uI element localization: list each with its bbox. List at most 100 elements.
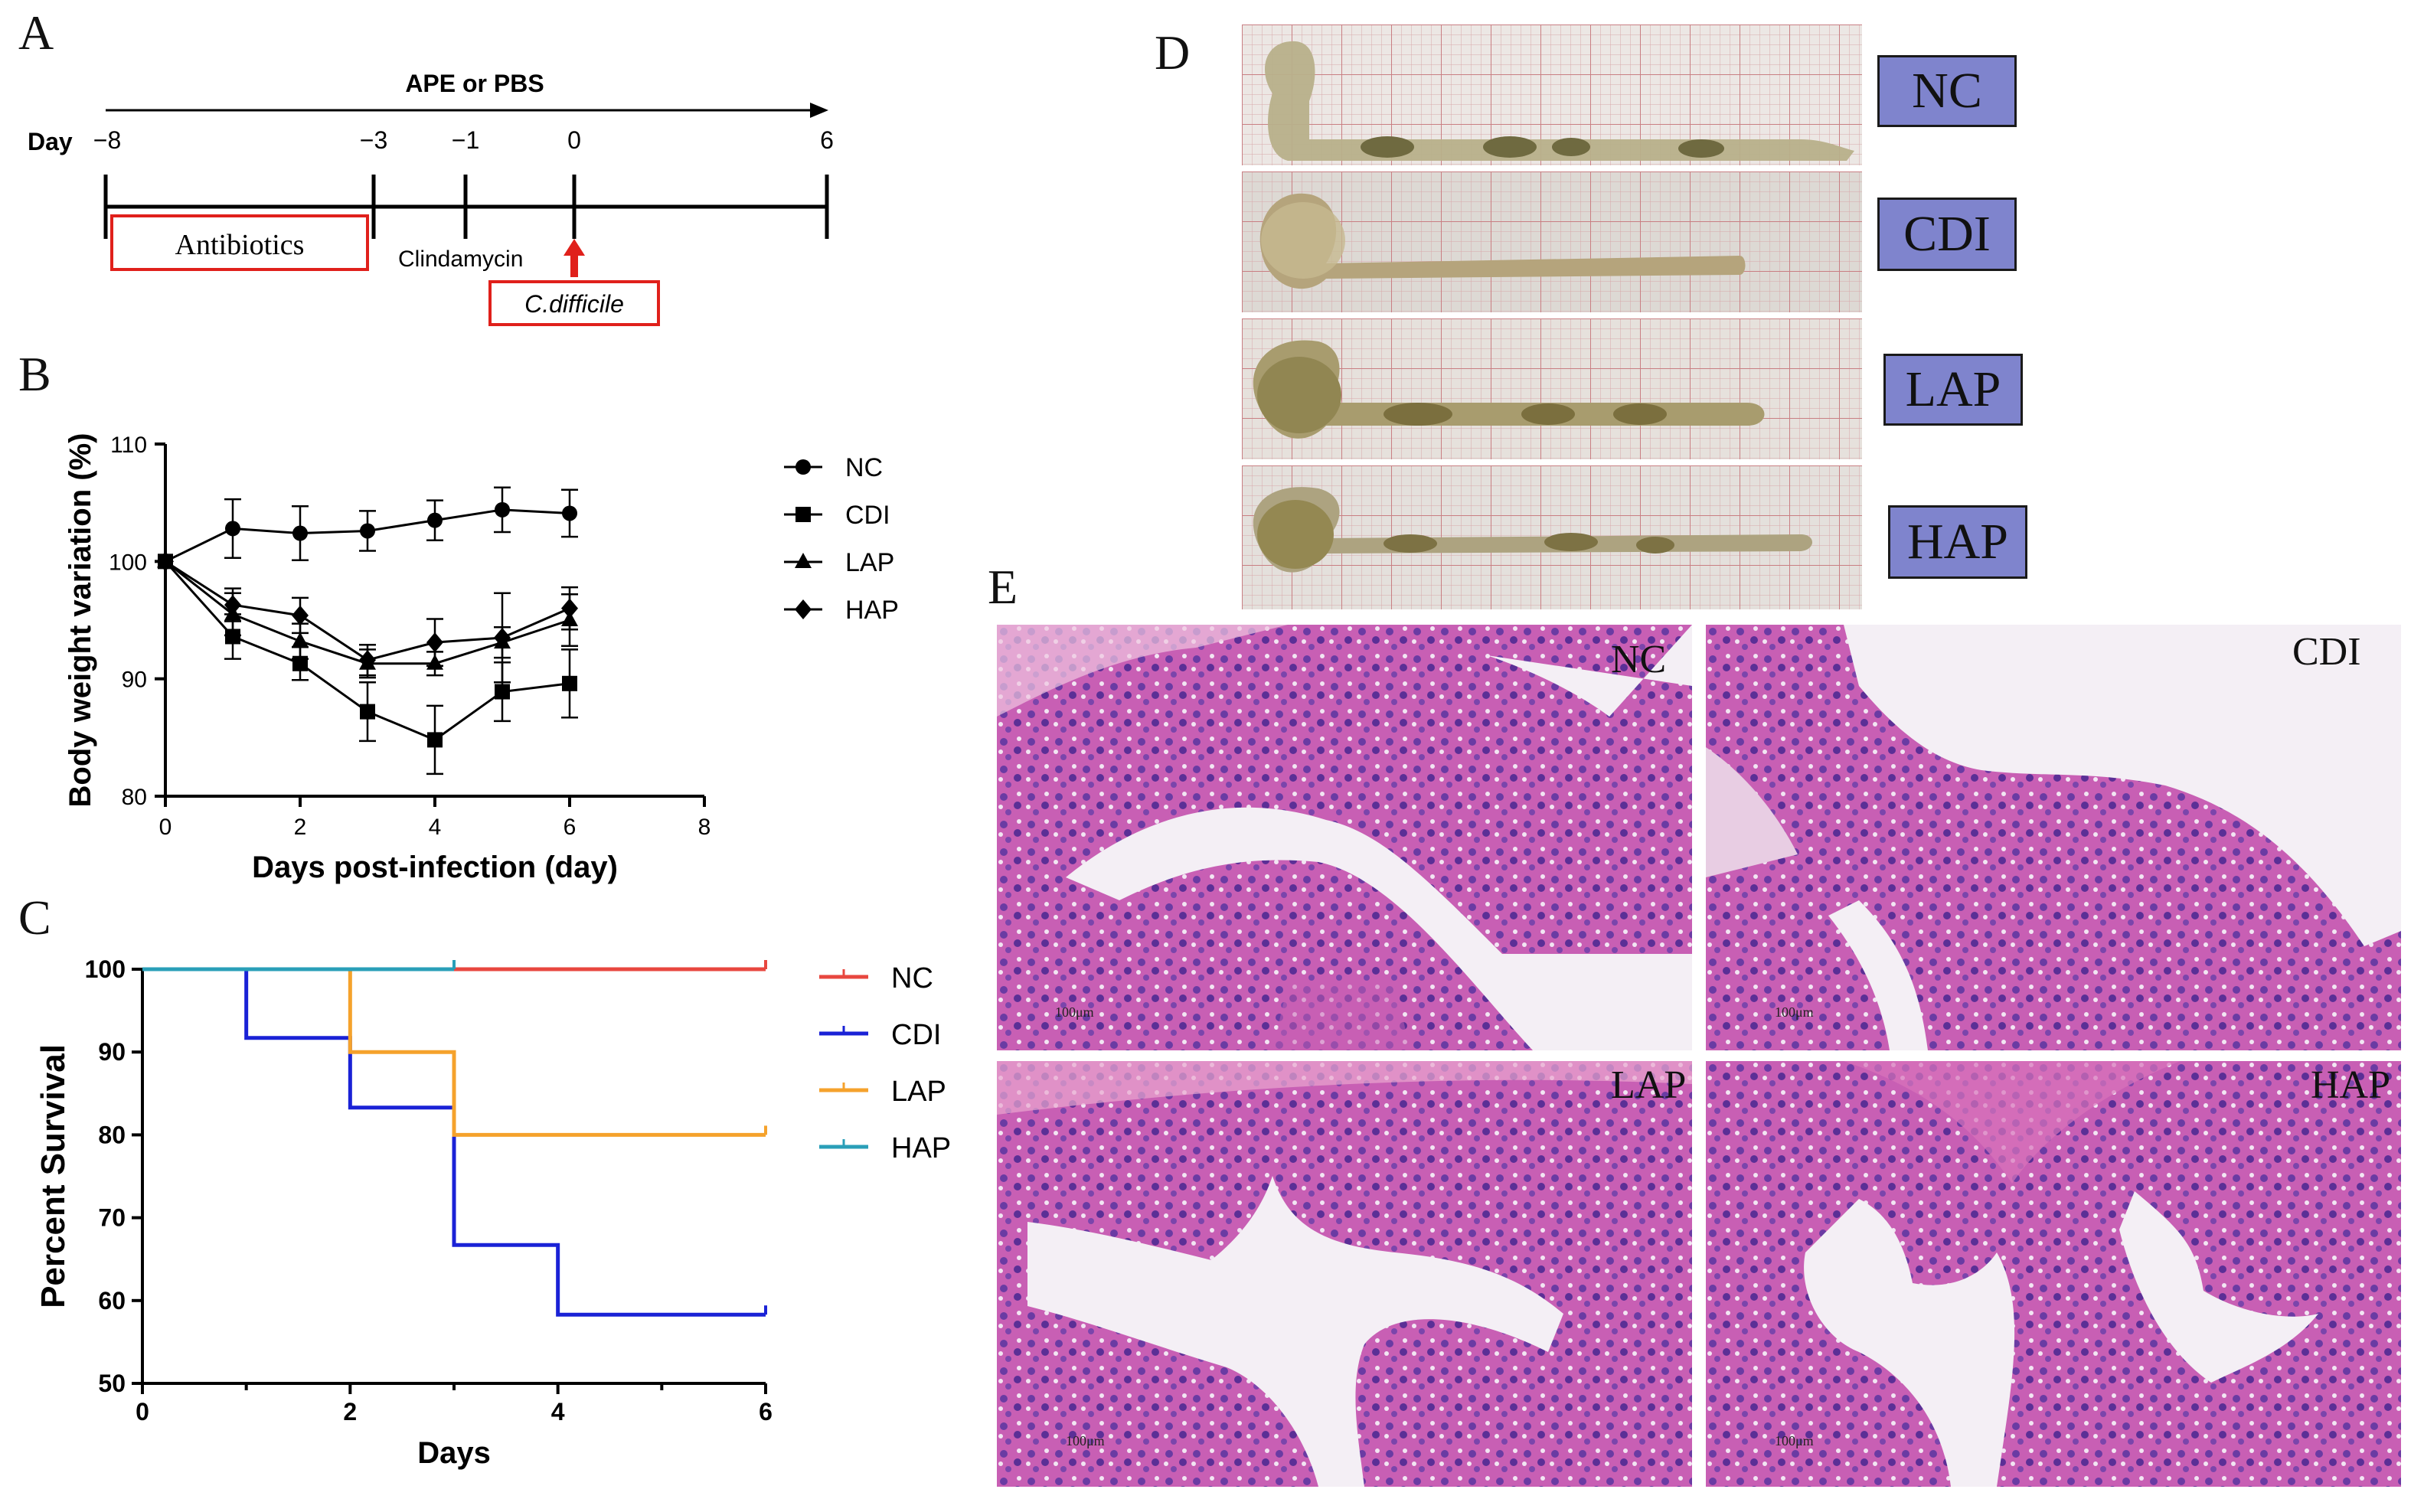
data-point xyxy=(292,605,309,625)
legend-marker xyxy=(795,459,811,475)
series-hap xyxy=(157,551,578,684)
data-point xyxy=(360,523,375,539)
group-label-nc: NC xyxy=(1877,55,2017,127)
legend-item: LAP xyxy=(819,1076,946,1108)
data-point xyxy=(562,505,577,521)
panel-b-letter: B xyxy=(18,347,51,401)
legend-label: CDI xyxy=(891,1019,941,1051)
scale-bar-cdi: 100μm xyxy=(1775,1004,1814,1020)
timeline-top-label: APE or PBS xyxy=(405,70,544,97)
legend-item: HAP xyxy=(784,596,899,625)
legend-label: HAP xyxy=(845,596,899,625)
y-tick-label: 70 xyxy=(98,1204,126,1232)
y-tick-label: 90 xyxy=(122,668,147,693)
series-lap xyxy=(142,967,767,1137)
x-tick-label: 4 xyxy=(429,815,442,840)
colon-photo-lap xyxy=(1242,318,1862,459)
panel-a-timeline: APE or PBS Day −8 −3 −1 0 6 Antibiotics … xyxy=(28,70,834,326)
x-tick-label: 0 xyxy=(136,1398,149,1425)
scale-bar-lap: 100μm xyxy=(1066,1433,1105,1448)
data-point xyxy=(494,628,511,648)
y-tick-label: 80 xyxy=(122,785,147,810)
timeline-arrowhead xyxy=(810,103,828,118)
data-point xyxy=(292,525,308,541)
scale-bar-nc: 100μm xyxy=(1055,1004,1094,1020)
data-point xyxy=(225,629,240,645)
timeline-tick-label: −8 xyxy=(93,126,121,154)
survival-chart: 50 60 70 80 90 100 0 2 4 6 Days Percent Survival NC C… xyxy=(34,955,951,1470)
histology-label-cdi: CDI xyxy=(2292,630,2361,674)
x-axis-label: Days post-infection (day) xyxy=(252,851,618,884)
panel-c-letter: C xyxy=(18,890,51,945)
x-tick-label: 6 xyxy=(759,1398,773,1425)
legend-item: LAP xyxy=(784,548,894,577)
legend-label: CDI xyxy=(845,501,890,530)
y-tick-label: 50 xyxy=(98,1370,126,1397)
x-tick-label: 4 xyxy=(551,1398,565,1425)
data-point xyxy=(224,595,241,616)
y-tick-label: 60 xyxy=(98,1287,126,1314)
survival-step-line xyxy=(142,967,766,1137)
data-point xyxy=(561,598,578,619)
legend-marker xyxy=(795,553,812,568)
data-point xyxy=(495,501,510,518)
legend-item: NC xyxy=(784,453,883,482)
timeline-tick-label: 6 xyxy=(820,126,834,154)
cdifficile-box xyxy=(488,280,660,326)
infection-arrow-icon xyxy=(564,239,585,277)
timeline-tick-label: −3 xyxy=(360,126,387,154)
data-point xyxy=(359,650,376,671)
legend-item: CDI xyxy=(784,501,890,530)
x-tick-label: 2 xyxy=(294,815,307,840)
legend-item: CDI xyxy=(819,1019,941,1051)
antibiotics-label: Antibiotics xyxy=(175,229,305,261)
legend-label: NC xyxy=(891,962,933,994)
survival-step-line xyxy=(142,967,766,1317)
y-tick-label: 100 xyxy=(109,550,147,575)
x-axis-label: Days xyxy=(417,1436,491,1470)
x-tick-label: 8 xyxy=(698,815,711,840)
y-tick-label: 110 xyxy=(110,433,147,458)
legend-label: LAP xyxy=(845,548,894,577)
legend-item: HAP xyxy=(819,1132,951,1164)
y-axis-label: Body weight variation (%) xyxy=(64,433,97,808)
series-cdi xyxy=(142,967,767,1317)
timeline-tick-label: 0 xyxy=(567,126,581,154)
y-axis-label: Percent Survival xyxy=(34,1044,72,1308)
data-point xyxy=(495,684,510,700)
legend-item: NC xyxy=(819,962,933,994)
histology-image-lap xyxy=(997,1061,1692,1487)
histology-label-nc: NC xyxy=(1611,638,1667,681)
data-point xyxy=(292,632,309,648)
histology-label-hap: HAP xyxy=(2311,1063,2391,1107)
legend-label: LAP xyxy=(891,1076,946,1108)
body-weight-chart: 80 90 100 110 0 2 4 6 8 Days post-infection (day)… xyxy=(64,433,899,884)
colon-photo-hap xyxy=(1242,465,1862,609)
histology-image-cdi xyxy=(1706,625,2401,1050)
panel-a-letter: A xyxy=(18,5,54,60)
antibiotics-box xyxy=(110,214,369,271)
data-point xyxy=(427,512,443,528)
cdifficile-label: C.difficile xyxy=(524,290,624,318)
x-tick-label: 6 xyxy=(564,815,577,840)
legend-label: HAP xyxy=(891,1132,951,1164)
x-tick-label: 2 xyxy=(343,1398,357,1425)
colon-photo-nc xyxy=(1242,24,1862,165)
data-point xyxy=(360,704,375,720)
group-label-cdi: CDI xyxy=(1877,198,2017,271)
histology-label-lap: LAP xyxy=(1611,1063,1687,1107)
data-point xyxy=(562,675,577,691)
timeline-day-label: Day xyxy=(28,128,73,155)
histology-image-hap xyxy=(1706,1061,2401,1487)
clindamycin-label: Clindamycin xyxy=(398,247,523,272)
legend-marker xyxy=(795,599,812,619)
colon-photo-cdi xyxy=(1242,171,1862,312)
series-nc xyxy=(158,486,578,570)
data-point xyxy=(157,551,174,572)
panel-d-letter: D xyxy=(1155,25,1191,80)
x-tick-label: 0 xyxy=(159,815,172,840)
panel-e-letter: E xyxy=(988,560,1018,614)
data-point xyxy=(426,632,443,653)
scale-bar-hap: 100μm xyxy=(1775,1433,1814,1448)
series-hap xyxy=(142,960,456,972)
